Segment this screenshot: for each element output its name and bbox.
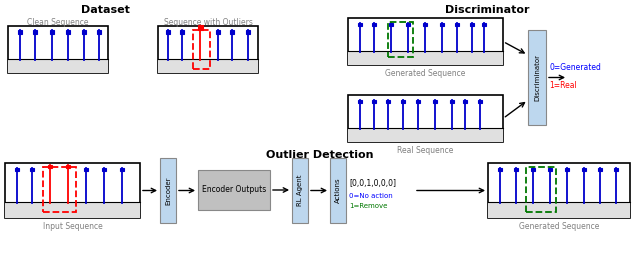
Text: Dataset: Dataset bbox=[81, 5, 129, 15]
Bar bbox=[488, 201, 630, 218]
Bar bbox=[401, 99, 404, 103]
Text: Sequence with Outliers: Sequence with Outliers bbox=[164, 18, 252, 27]
Bar bbox=[488, 163, 630, 218]
Bar bbox=[166, 30, 170, 34]
Bar bbox=[389, 23, 393, 26]
Bar bbox=[120, 168, 124, 171]
Bar bbox=[531, 168, 535, 171]
Bar bbox=[43, 167, 76, 212]
Bar bbox=[246, 30, 250, 34]
Bar bbox=[598, 168, 602, 171]
Bar bbox=[180, 30, 184, 34]
Bar bbox=[5, 201, 140, 218]
Bar bbox=[614, 168, 618, 171]
Text: 0=Generated: 0=Generated bbox=[549, 63, 601, 73]
Bar bbox=[478, 99, 482, 103]
Bar bbox=[515, 168, 518, 171]
Bar bbox=[193, 30, 210, 69]
Bar bbox=[433, 99, 436, 103]
Bar bbox=[158, 26, 258, 73]
Bar bbox=[66, 30, 70, 34]
Bar bbox=[5, 163, 140, 218]
Text: Actions: Actions bbox=[335, 178, 341, 203]
Bar bbox=[216, 30, 220, 34]
Bar bbox=[292, 158, 308, 223]
Text: Generated Sequence: Generated Sequence bbox=[385, 69, 466, 78]
Text: 1=Real: 1=Real bbox=[549, 80, 577, 89]
Text: RL Agent: RL Agent bbox=[297, 175, 303, 206]
Text: 1=Remove: 1=Remove bbox=[349, 203, 387, 209]
Bar bbox=[84, 168, 88, 171]
Bar bbox=[348, 18, 503, 65]
Bar bbox=[372, 99, 376, 103]
Bar bbox=[348, 128, 503, 142]
Bar bbox=[102, 168, 106, 171]
Bar bbox=[470, 23, 474, 26]
Bar bbox=[33, 30, 37, 34]
Bar bbox=[358, 23, 362, 26]
Bar bbox=[348, 51, 503, 65]
Bar bbox=[348, 95, 503, 142]
Text: Clean Sequence: Clean Sequence bbox=[28, 18, 89, 27]
Bar bbox=[372, 23, 376, 26]
Text: Encoder: Encoder bbox=[165, 176, 171, 205]
Bar bbox=[416, 99, 420, 103]
Bar bbox=[387, 99, 390, 103]
Text: 0=No action: 0=No action bbox=[349, 193, 393, 199]
Bar bbox=[160, 158, 176, 223]
Bar bbox=[499, 168, 502, 171]
Bar bbox=[548, 168, 552, 171]
Text: Real Sequence: Real Sequence bbox=[397, 146, 454, 155]
Bar bbox=[528, 30, 546, 125]
Text: [0,0,1,0,0,0]: [0,0,1,0,0,0] bbox=[349, 179, 396, 188]
Bar bbox=[582, 168, 586, 171]
Bar bbox=[230, 30, 234, 34]
Bar bbox=[82, 30, 86, 34]
Bar bbox=[67, 164, 70, 168]
Bar bbox=[15, 168, 19, 171]
Bar bbox=[50, 30, 54, 34]
Bar bbox=[526, 167, 556, 212]
Bar bbox=[423, 23, 427, 26]
Bar bbox=[388, 22, 413, 57]
Bar bbox=[440, 23, 444, 26]
Bar bbox=[455, 23, 459, 26]
Bar bbox=[565, 168, 569, 171]
Bar bbox=[198, 170, 270, 210]
Bar bbox=[30, 168, 34, 171]
Bar bbox=[198, 25, 202, 30]
Text: Encoder Outputs: Encoder Outputs bbox=[202, 185, 266, 195]
Bar bbox=[48, 164, 52, 168]
Bar bbox=[97, 30, 101, 34]
Text: Outlier Detection: Outlier Detection bbox=[266, 150, 374, 160]
Text: Input Sequence: Input Sequence bbox=[43, 222, 102, 231]
Text: Discriminator: Discriminator bbox=[445, 5, 529, 15]
Text: Discriminator: Discriminator bbox=[534, 54, 540, 101]
Bar bbox=[463, 99, 467, 103]
Bar bbox=[8, 26, 108, 73]
Bar bbox=[451, 99, 454, 103]
Bar bbox=[18, 30, 22, 34]
Bar bbox=[8, 59, 108, 73]
Bar bbox=[483, 23, 486, 26]
Bar bbox=[330, 158, 346, 223]
Text: Generated Sequence: Generated Sequence bbox=[519, 222, 599, 231]
Bar bbox=[158, 59, 258, 73]
Bar bbox=[358, 99, 362, 103]
Bar bbox=[406, 23, 410, 26]
